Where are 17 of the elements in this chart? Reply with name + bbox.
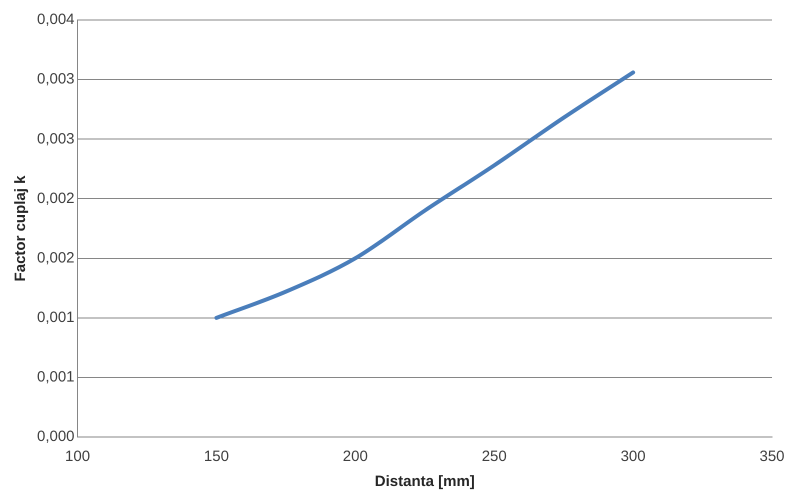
y-tick-label: 0,000 [36,428,75,446]
line-series [214,70,636,320]
y-axis-title: Factor cuplaj k [12,174,30,282]
x-tick-label: 100 [65,448,90,466]
x-tick-label: 150 [204,448,229,466]
y-tick-label: 0,001 [36,368,75,386]
y-tick-label: 0,002 [36,190,75,207]
x-axis-title: Distanta [mm] [374,473,475,490]
y-tick-label: 0,002 [36,249,75,266]
y-tick-label: 0,003 [36,130,75,148]
y-tick-label: 0,001 [36,309,75,326]
y-tick-label: 0,004 [36,11,75,28]
x-tick-label: 300 [620,448,646,466]
x-tick-label: 350 [759,448,785,466]
y-tick-label: 0,003 [36,70,75,88]
x-tick-label: 200 [342,448,368,466]
x-tick-label: 250 [482,448,507,466]
